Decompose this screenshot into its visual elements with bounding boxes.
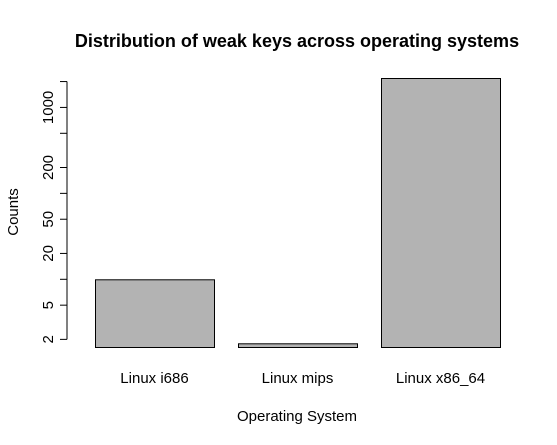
bar bbox=[95, 279, 215, 348]
y-tick-label: 50 bbox=[40, 211, 57, 228]
y-tick-label: 5 bbox=[40, 301, 57, 309]
y-tick-label: 2 bbox=[40, 335, 57, 343]
y-tick-label: 1000 bbox=[40, 91, 57, 124]
x-category-label: Linux mips bbox=[262, 370, 334, 387]
bar bbox=[238, 343, 358, 349]
chart-title: Distribution of weak keys across operati… bbox=[75, 31, 519, 51]
x-axis-label: Operating System bbox=[237, 408, 357, 425]
y-tick-label: 20 bbox=[40, 245, 57, 262]
y-axis-label: Counts bbox=[5, 188, 22, 236]
y-axis: 2 5 20 50 200 1000 bbox=[40, 81, 68, 344]
bars bbox=[95, 78, 501, 349]
x-category-label: Linux i686 bbox=[120, 370, 188, 387]
category-labels: Linux i686 Linux mips Linux x86_64 bbox=[120, 370, 485, 387]
x-category-label: Linux x86_64 bbox=[396, 370, 485, 387]
y-tick-label: 200 bbox=[40, 155, 57, 180]
bar bbox=[381, 78, 501, 348]
